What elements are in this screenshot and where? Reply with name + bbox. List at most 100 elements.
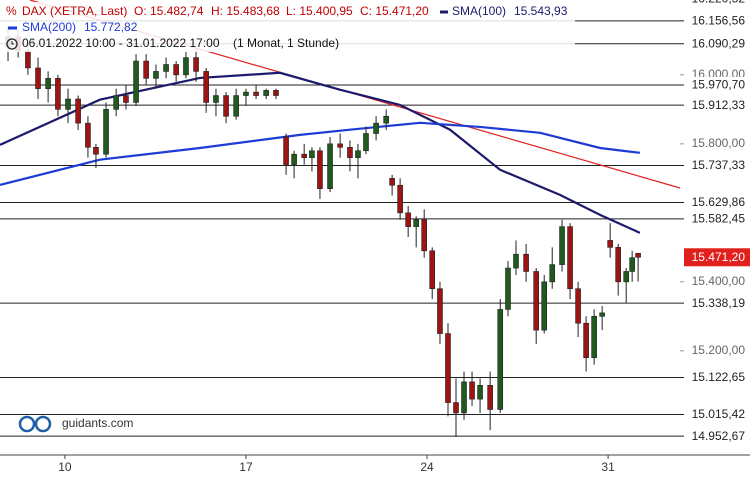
candle-body bbox=[635, 252, 641, 258]
logo-ring bbox=[18, 415, 36, 433]
candle-body bbox=[203, 71, 209, 103]
level-label-box bbox=[684, 157, 750, 173]
clock-hand bbox=[11, 41, 14, 45]
level-label: 15.015,42 bbox=[692, 407, 746, 421]
level-label-box bbox=[684, 210, 750, 226]
level-label: 16.156,56 bbox=[692, 14, 746, 28]
candle-body bbox=[405, 212, 411, 227]
legend-value: 15.543,93 bbox=[514, 4, 568, 18]
level-label-box bbox=[684, 35, 750, 51]
level-label: 14.952,67 bbox=[692, 429, 746, 443]
clock-icon bbox=[6, 38, 18, 50]
candle-body bbox=[291, 153, 297, 165]
candle-body bbox=[623, 271, 630, 283]
candle-body bbox=[355, 150, 361, 158]
candle-body bbox=[599, 312, 605, 317]
candle-body bbox=[35, 67, 41, 89]
level-label-box bbox=[684, 76, 750, 92]
candle-body bbox=[233, 95, 239, 117]
candle-body bbox=[317, 150, 323, 189]
ohlc-low: L: 15.400,95 bbox=[286, 4, 353, 18]
legend-label: SMA(100) bbox=[452, 4, 506, 18]
candle-body bbox=[283, 136, 289, 165]
candle-body bbox=[133, 60, 139, 103]
candle-body bbox=[93, 146, 99, 155]
candle-body bbox=[397, 184, 403, 214]
candle-body bbox=[497, 309, 504, 410]
candle-body bbox=[477, 385, 483, 400]
candle-body bbox=[163, 64, 169, 72]
candle-body bbox=[213, 95, 219, 103]
current-price-box bbox=[684, 248, 750, 267]
candle-body bbox=[143, 60, 149, 79]
level-label: 15.338,19 bbox=[692, 296, 746, 310]
candle-body bbox=[75, 98, 81, 124]
candle-body bbox=[253, 91, 259, 96]
level-label: 15.122,65 bbox=[692, 370, 746, 384]
period: 06.01.2022 10:00 - 31.01.2022 17:00 bbox=[22, 36, 220, 50]
candle-body bbox=[533, 271, 539, 331]
brand: guidants.com bbox=[62, 416, 133, 430]
candle-body bbox=[615, 247, 621, 283]
candle-body bbox=[25, 50, 31, 69]
candle-body bbox=[273, 90, 279, 96]
instrument: DAX (XETRA, Last) bbox=[22, 4, 127, 18]
level-label-box bbox=[684, 194, 750, 210]
candle-body bbox=[173, 64, 179, 76]
x-tick-label: 24 bbox=[420, 460, 434, 474]
x-tick-label: 10 bbox=[58, 460, 72, 474]
candle-body bbox=[309, 150, 315, 158]
candle-body bbox=[123, 95, 129, 103]
level-label: 15.582,45 bbox=[692, 212, 746, 226]
candle-body bbox=[549, 264, 556, 283]
candle-body bbox=[113, 95, 119, 110]
level-label: 16.090,29 bbox=[692, 36, 746, 50]
interval: (1 Monat, 1 Stunde) bbox=[233, 36, 339, 50]
candle-body bbox=[607, 240, 613, 248]
candle-body bbox=[363, 133, 369, 152]
candle-body bbox=[301, 153, 307, 158]
candle-body bbox=[223, 95, 229, 117]
overlay: % DAX (XETRA, Last) O: 15.482,74 H: 15.4… bbox=[0, 2, 575, 433]
ohlc-high: H: 15.483,68 bbox=[211, 4, 280, 18]
candle-body bbox=[193, 57, 199, 72]
x-tick-label: 17 bbox=[239, 460, 253, 474]
level-label-box bbox=[684, 12, 750, 28]
level-label-box bbox=[684, 0, 750, 6]
candle-body bbox=[243, 91, 249, 96]
current-price-label: 15.471,20 bbox=[692, 250, 746, 264]
candle-body bbox=[103, 109, 109, 155]
candle-body bbox=[421, 219, 427, 252]
level-label: 15.970,70 bbox=[692, 78, 746, 92]
sma-line bbox=[0, 121, 641, 186]
candle-body bbox=[541, 281, 548, 331]
y-tick-label: 15.800,00 bbox=[692, 136, 746, 150]
level-label: 15.629,86 bbox=[692, 195, 746, 209]
y-tick-label: 15.200,00 bbox=[692, 343, 746, 357]
sma-line bbox=[0, 71, 641, 234]
candle-body bbox=[327, 143, 333, 189]
legend-icon: % bbox=[6, 4, 17, 18]
legend-value: 15.772,82 bbox=[84, 20, 138, 34]
candle-body bbox=[629, 257, 635, 272]
legend-background bbox=[0, 2, 575, 52]
level-label-box bbox=[684, 295, 750, 311]
candle-body bbox=[45, 78, 51, 89]
candle-body bbox=[461, 381, 467, 414]
level-label: 15.912,33 bbox=[692, 98, 746, 112]
candle-body bbox=[437, 288, 443, 334]
candle-body bbox=[413, 219, 419, 227]
candle-body bbox=[567, 226, 573, 290]
level-label: 15.737,33 bbox=[692, 158, 746, 172]
candle-body bbox=[347, 146, 353, 158]
level-label-box bbox=[684, 97, 750, 113]
candle-body bbox=[373, 122, 379, 134]
candle-body bbox=[591, 316, 597, 359]
candle-body bbox=[55, 78, 61, 110]
candle-body bbox=[559, 226, 565, 265]
candle-body bbox=[85, 122, 91, 148]
level-label-box bbox=[684, 369, 750, 385]
